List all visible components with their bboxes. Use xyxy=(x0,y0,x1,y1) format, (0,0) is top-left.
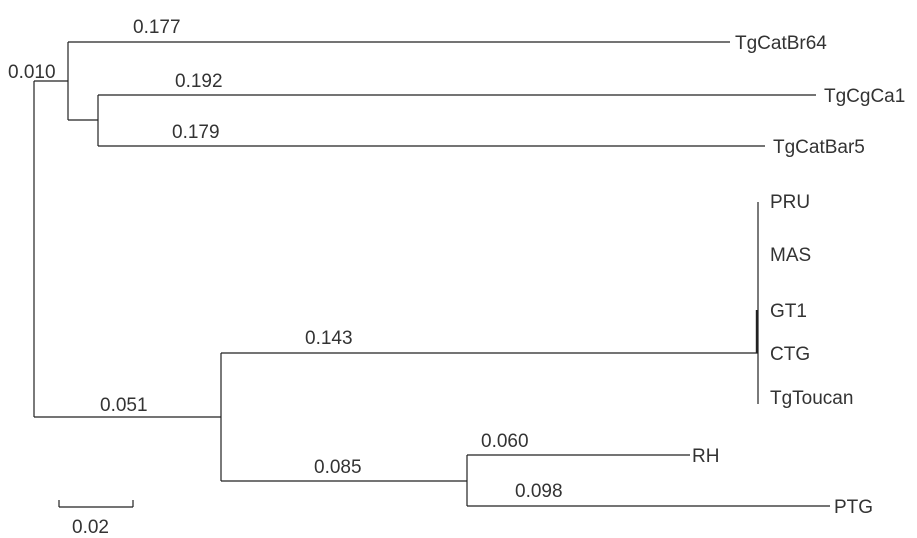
taxon-label-pru: PRU xyxy=(770,192,810,213)
taxon-label-tgtoucan: TgToucan xyxy=(770,388,853,409)
branch-length-lower-clade: 0.051 xyxy=(100,395,148,416)
taxon-label-tgcgca1: TgCgCa1 xyxy=(824,86,905,107)
taxon-label-ctg: CTG xyxy=(770,344,810,365)
branch-length-cgca1: 0.192 xyxy=(175,71,223,92)
branch-length-catbar5: 0.179 xyxy=(172,122,220,143)
branch-length-ptg: 0.098 xyxy=(515,481,563,502)
branch-length-rh-ptg: 0.085 xyxy=(314,457,362,478)
taxon-label-ptg: PTG xyxy=(834,497,873,518)
branch-length-cat-clade: 0.010 xyxy=(8,62,56,83)
taxon-label-tgcatbr64: TgCatBr64 xyxy=(735,33,827,54)
taxon-label-tgcatbar5: TgCatBar5 xyxy=(773,137,865,158)
taxon-label-rh: RH xyxy=(692,446,719,467)
scale-bar: 0.02 xyxy=(59,500,133,538)
taxon-label-gt1: GT1 xyxy=(770,301,807,322)
branch-length-catbr64: 0.177 xyxy=(133,17,181,38)
branch-length-rh: 0.060 xyxy=(481,431,529,452)
branch-length-clonal: 0.143 xyxy=(305,328,353,349)
scale-bar-label: 0.02 xyxy=(72,517,109,538)
taxon-label-mas: MAS xyxy=(770,245,811,266)
